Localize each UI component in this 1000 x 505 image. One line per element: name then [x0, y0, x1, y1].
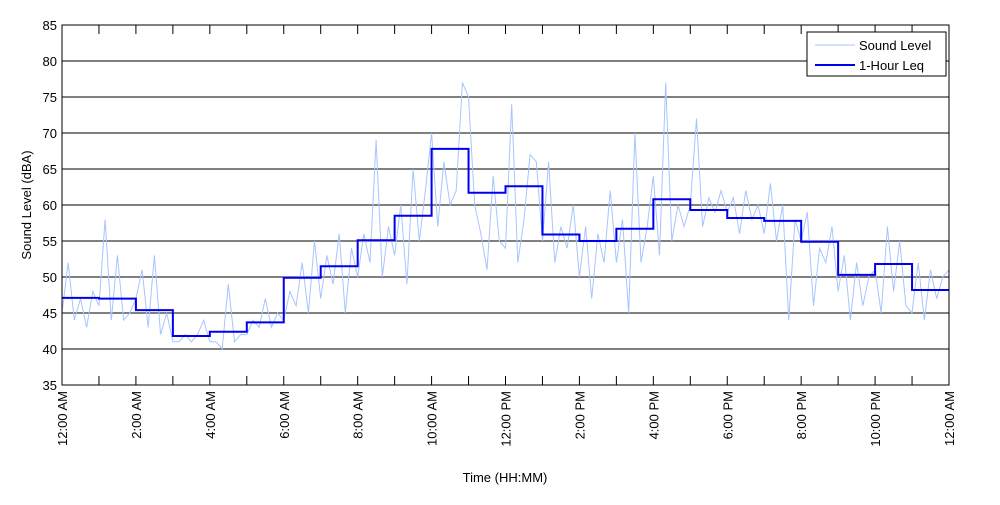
- x-tick-label: 4:00 AM: [203, 391, 218, 439]
- y-tick-label: 75: [43, 90, 57, 105]
- x-tick-label: 12:00 PM: [499, 391, 514, 447]
- legend-label-leq: 1-Hour Leq: [859, 58, 924, 73]
- leq-step-line: [62, 147, 949, 338]
- y-ticks: 35 40 45 50 55 60 65 70 75 80 85: [43, 18, 57, 393]
- x-tick-label: 8:00 PM: [794, 391, 809, 439]
- x-tick-label: 12:00 AM: [55, 391, 70, 446]
- x-tick-label: 4:00 PM: [646, 391, 661, 439]
- gridlines: [62, 24, 949, 386]
- y-tick-label: 80: [43, 54, 57, 69]
- y-tick-label: 45: [43, 306, 57, 321]
- leq-series: [62, 147, 949, 338]
- legend-box: [806, 31, 947, 77]
- x-tick-label: 8:00 AM: [351, 391, 366, 439]
- x-tick-label: 2:00 AM: [129, 391, 144, 439]
- y-tick-label: 60: [43, 198, 57, 213]
- x-axis-label: Time (HH:MM): [463, 470, 548, 485]
- y-tick-label: 50: [43, 270, 57, 285]
- y-tick-label: 70: [43, 126, 57, 141]
- y-tick-label: 65: [43, 162, 57, 177]
- sound-level-series: [61, 82, 950, 351]
- x-tick-label: 12:00 AM: [942, 391, 957, 446]
- y-tick-label: 40: [43, 342, 57, 357]
- x-tick-label: 10:00 AM: [425, 391, 440, 446]
- x-tick-label: 6:00 AM: [277, 391, 292, 439]
- legend: Sound Level 1-Hour Leq: [806, 31, 947, 77]
- x-tick-label: 6:00 PM: [720, 391, 735, 439]
- x-tick-label: 10:00 PM: [868, 391, 883, 447]
- y-tick-label: 55: [43, 234, 57, 249]
- sound-level-line: [61, 82, 950, 351]
- y-tick-label: 85: [43, 18, 57, 33]
- x-tick-label: 2:00 PM: [572, 391, 587, 439]
- y-axis-label: Sound Level (dBA): [19, 150, 34, 259]
- x-ticks: 12:00 AM 2:00 AM 4:00 AM 6:00 AM 8:00 AM 10:0…: [55, 25, 957, 447]
- y-tick-label: 35: [43, 378, 57, 393]
- legend-label-sound-level: Sound Level: [859, 38, 931, 53]
